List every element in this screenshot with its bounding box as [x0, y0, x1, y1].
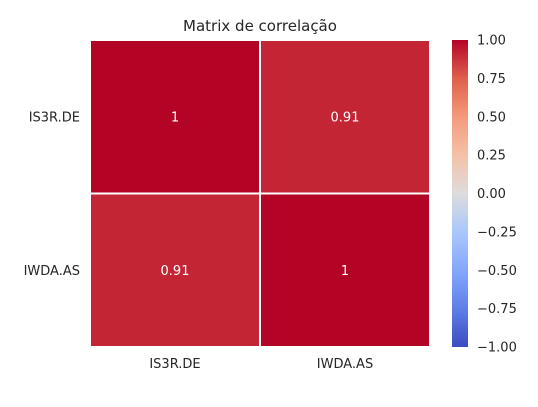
y-tick-label: IS3R.DE — [29, 110, 80, 125]
heatmap-cell — [89, 39, 261, 195]
cell-value-label: 0.91 — [331, 110, 360, 125]
cell-value-label: 1 — [341, 264, 349, 279]
x-tick-label: IS3R.DE — [149, 357, 200, 372]
x-tick-labels: IS3R.DE IWDA.AS — [149, 357, 373, 372]
y-tick-label: IWDA.AS — [24, 264, 80, 279]
colorbar-tick-label: 0.50 — [477, 110, 506, 125]
colorbar-tick-label: 1.00 — [477, 34, 506, 49]
cell-annotations: 1 0.91 0.91 1 — [161, 110, 360, 279]
heatmap-cell — [259, 192, 431, 348]
y-tick-labels: IS3R.DE IWDA.AS — [24, 110, 80, 279]
colorbar-tick-label: 0.00 — [477, 187, 506, 202]
heatmap-cells — [89, 39, 431, 348]
cell-value-label: 1 — [171, 110, 179, 125]
colorbar-tick-label: −1.00 — [477, 341, 517, 356]
colorbar-tick-label: 0.25 — [477, 149, 506, 164]
heatmap-cell — [259, 39, 431, 195]
cell-value-label: 0.91 — [161, 264, 190, 279]
x-tick-label: IWDA.AS — [317, 357, 373, 372]
colorbar — [452, 40, 468, 347]
colorbar-tick-label: −0.50 — [477, 264, 517, 279]
colorbar-ticks: 1.00 0.75 0.50 0.25 0.00 −0.25 −0.50 −0.75 −1.00 — [477, 34, 517, 356]
colorbar-tick-label: −0.25 — [477, 225, 517, 240]
chart-title: Matrix de correlação — [183, 17, 337, 35]
colorbar-tick-label: −0.75 — [477, 302, 517, 317]
heatmap-cell — [89, 192, 261, 348]
colorbar-tick-label: 0.75 — [477, 72, 506, 87]
